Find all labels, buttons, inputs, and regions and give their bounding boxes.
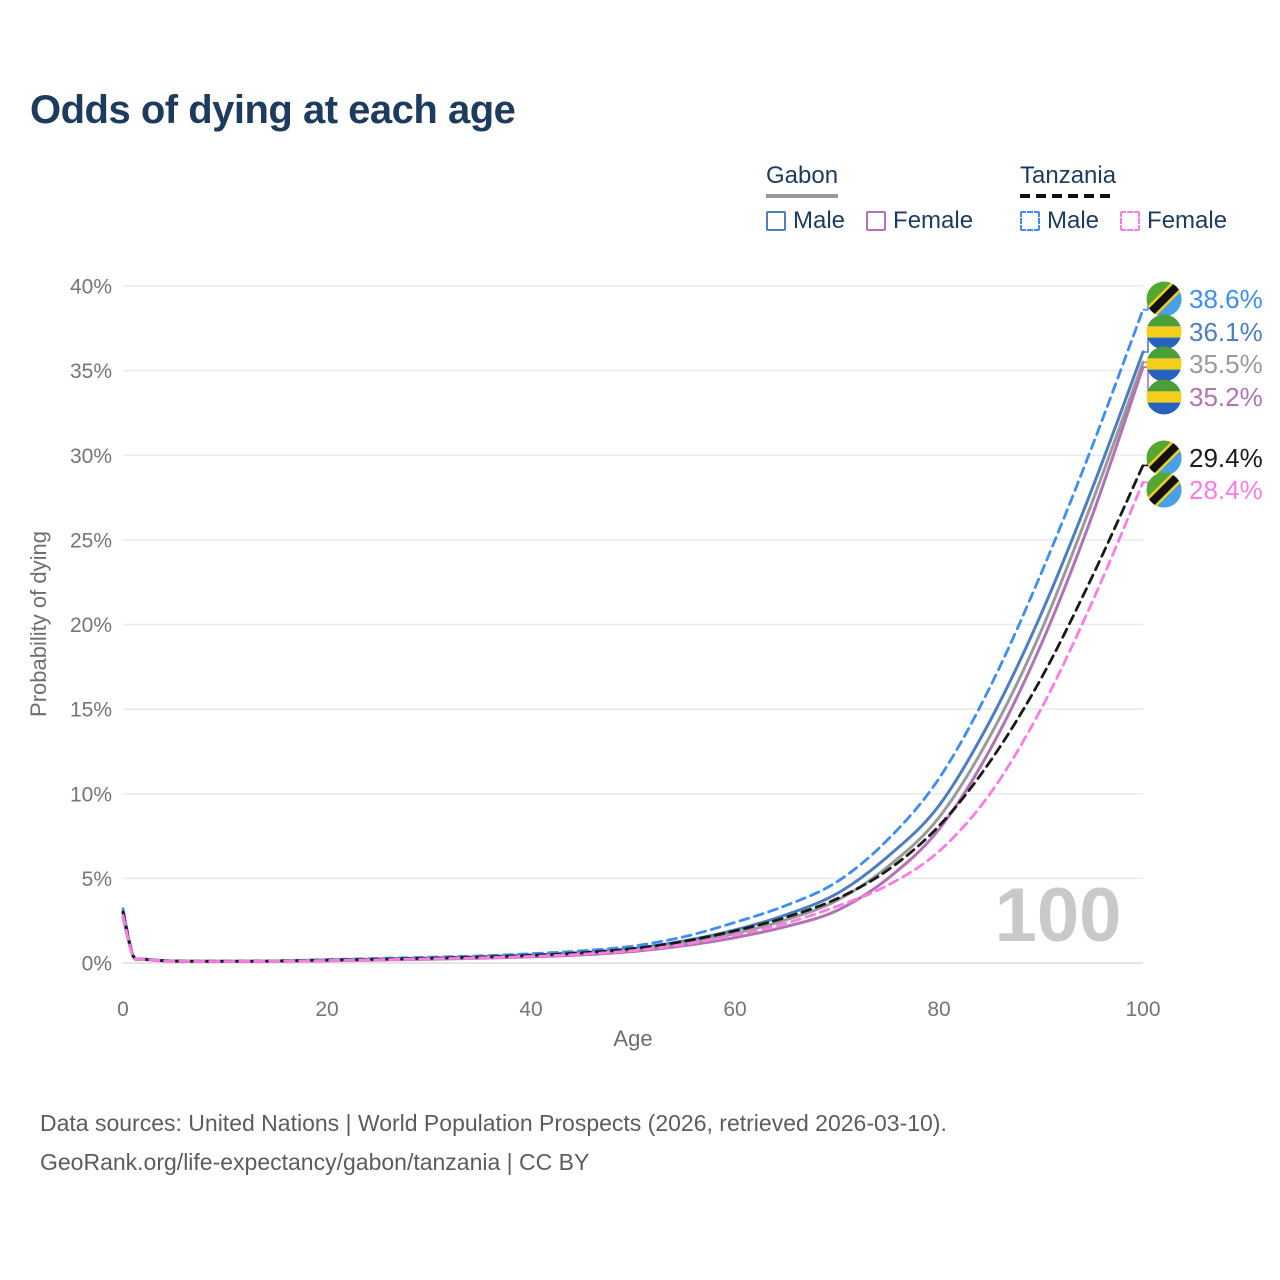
tanzania-flag-icon (1146, 440, 1182, 476)
series-line-tanzania-both[interactable] (121, 464, 1145, 963)
end-label-tanzania-both: 29.4% (1146, 440, 1263, 476)
series-line-gabon-female[interactable] (121, 365, 1145, 964)
legend-label-gabon-female: Female (893, 207, 974, 234)
gabon-female-swatch-icon[interactable] (866, 211, 887, 231)
footer: Data sources: United Nations | World Pop… (40, 1104, 947, 1182)
y-tick-label: 5% (82, 868, 112, 891)
x-tick-label: 80 (927, 998, 950, 1021)
end-label-gabon-male: 36.1% (1146, 314, 1263, 350)
x-axis-title: Age (613, 1026, 652, 1051)
y-tick-label: 0% (82, 953, 112, 976)
x-tick-label: 20 (315, 998, 338, 1021)
legend-group-gabon: Gabon Male Female (766, 162, 994, 235)
legend-label-gabon-male: Male (793, 207, 846, 234)
series-line-tanzania-female[interactable] (121, 480, 1145, 963)
gabon-flag-icon (1146, 346, 1182, 382)
legend-country-tanzania: Tanzania (1020, 162, 1117, 189)
end-label-value: 38.6% (1189, 283, 1263, 314)
legend-underline-tanzania (1020, 194, 1117, 198)
tanzania-flag-icon (1146, 281, 1182, 317)
end-label-value: 28.4% (1189, 474, 1263, 505)
end-label-tanzania-male: 38.6% (1146, 281, 1263, 317)
legend-item-gabon-male[interactable]: Male (766, 207, 845, 235)
series-line-gabon-both[interactable] (121, 360, 1145, 963)
x-tick-label: 0 (117, 998, 129, 1021)
gabon-male-swatch-icon[interactable] (766, 211, 786, 231)
end-label-gabon-both: 35.5% (1146, 346, 1263, 382)
footer-attribution-line: GeoRank.org/life-expectancy/gabon/tanzan… (40, 1149, 590, 1175)
legend-items-gabon: Male Female (766, 207, 994, 235)
tanzania-male-swatch-icon[interactable] (1020, 211, 1040, 231)
end-label-tanzania-female: 28.4% (1146, 472, 1263, 508)
legend-item-tanzania-female[interactable]: Female (1120, 207, 1227, 235)
hover-age-watermark: 100 (995, 873, 1122, 958)
tanzania-flag-icon (1146, 472, 1182, 508)
chart-title: Odds of dying at each age (30, 88, 516, 132)
y-tick-label: 40% (70, 276, 112, 299)
gabon-flag-icon (1146, 314, 1182, 350)
x-tick-label: 100 (1125, 998, 1160, 1021)
end-label-value: 29.4% (1189, 442, 1263, 473)
y-tick-label: 30% (70, 445, 112, 468)
legend-group-tanzania: Tanzania Male Female (1020, 162, 1248, 235)
legend-header-gabon: Gabon (766, 162, 839, 198)
y-tick-label: 20% (70, 614, 112, 637)
series-line-gabon-male[interactable] (121, 350, 1145, 963)
legend-label-tanzania-male: Male (1047, 207, 1100, 234)
footer-sources-line: Data sources: United Nations | World Pop… (40, 1110, 947, 1136)
end-label-value: 35.2% (1189, 381, 1263, 412)
y-tick-label: 35% (70, 360, 112, 383)
legend-underline-gabon (766, 194, 839, 198)
y-tick-label: 10% (70, 783, 112, 806)
gabon-flag-icon (1146, 379, 1182, 415)
series-line-tanzania-male[interactable] (121, 308, 1145, 963)
end-label-gabon-female: 35.2% (1146, 379, 1263, 415)
end-label-value: 35.5% (1189, 348, 1263, 379)
legend-item-gabon-female[interactable]: Female (866, 207, 973, 235)
y-tick-label: 25% (70, 529, 112, 552)
end-label-value: 36.1% (1189, 316, 1263, 347)
tanzania-female-swatch-icon[interactable] (1120, 211, 1141, 231)
legend-item-tanzania-male[interactable]: Male (1020, 207, 1099, 235)
x-tick-label: 60 (723, 998, 746, 1021)
x-tick-label: 40 (519, 998, 542, 1021)
y-tick-label: 15% (70, 699, 112, 722)
legend-country-gabon: Gabon (766, 162, 839, 189)
legend-items-tanzania: Male Female (1020, 207, 1248, 235)
legend-header-tanzania: Tanzania (1020, 162, 1117, 198)
y-axis-title: Probability of dying (26, 531, 51, 717)
legend-label-tanzania-female: Female (1147, 207, 1228, 234)
